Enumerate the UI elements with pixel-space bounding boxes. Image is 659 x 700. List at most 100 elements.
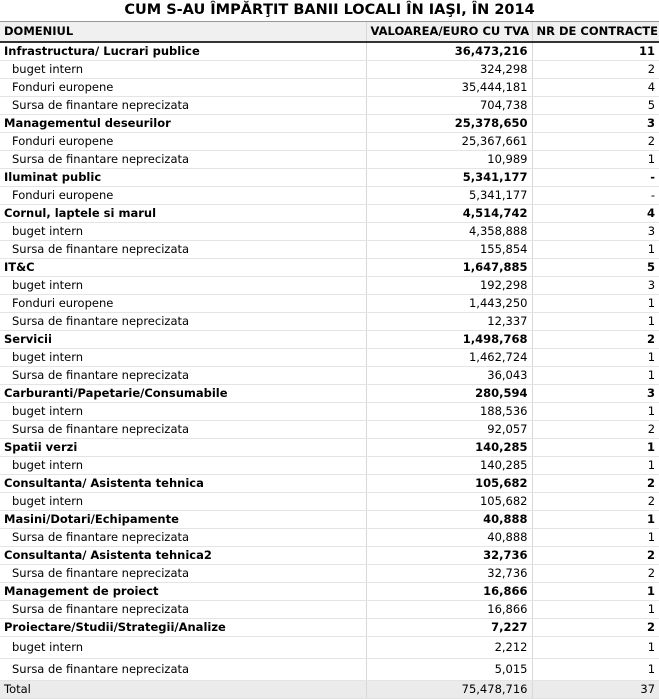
- source-contracts: 1: [531, 240, 659, 259]
- domain-value: 4,514,742: [365, 204, 532, 223]
- source-row: buget intern 4,358,888 3: [0, 222, 659, 241]
- source-contracts: 1: [531, 366, 659, 385]
- source-value: 5,015: [365, 658, 532, 681]
- group-row: Consultanta/ Asistenta tehnica2 32,736 2: [0, 546, 659, 565]
- source-row: Sursa de finantare neprecizata 40,888 1: [0, 528, 659, 547]
- source-name: Sursa de finantare neprecizata: [0, 600, 366, 619]
- source-row: Fonduri europene 25,367,661 2: [0, 132, 659, 151]
- source-row: Sursa de finantare neprecizata 12,337 1: [0, 312, 659, 331]
- domain-value: 16,866: [365, 582, 532, 601]
- group-row: Masini/Dotari/Echipamente 40,888 1: [0, 510, 659, 529]
- source-value: 188,536: [365, 402, 532, 421]
- source-value: 105,682: [365, 492, 532, 511]
- source-name: buget intern: [0, 222, 366, 241]
- domain-contracts: 3: [531, 384, 659, 403]
- domain-name: Consultanta/ Asistenta tehnica2: [0, 546, 366, 565]
- source-value: 5,341,177: [365, 186, 532, 205]
- domain-value: 1,647,885: [365, 258, 532, 277]
- group-row: Carburanti/Papetarie/Consumabile 280,594 3: [0, 384, 659, 403]
- domain-name: Spatii verzi: [0, 438, 366, 457]
- source-name: Fonduri europene: [0, 132, 366, 151]
- source-contracts: 1: [531, 528, 659, 547]
- source-name: Sursa de finantare neprecizata: [0, 150, 366, 169]
- source-row: buget intern 192,298 3: [0, 276, 659, 295]
- domain-contracts: 1: [531, 582, 659, 601]
- domain-contracts: 1: [531, 510, 659, 529]
- source-name: Sursa de finantare neprecizata: [0, 312, 366, 331]
- domain-contracts: 1: [531, 438, 659, 457]
- source-value: 324,298: [365, 60, 532, 79]
- domain-name: Managementul deseurilor: [0, 114, 366, 133]
- source-name: Sursa de finantare neprecizata: [0, 366, 366, 385]
- source-name: buget intern: [0, 456, 366, 475]
- group-row: Spatii verzi 140,285 1: [0, 438, 659, 457]
- total-value: 75,478,716: [365, 680, 532, 699]
- domain-value: 36,473,216: [365, 42, 532, 61]
- domain-contracts: 2: [531, 330, 659, 349]
- source-contracts: 2: [531, 132, 659, 151]
- domain-value: 280,594: [365, 384, 532, 403]
- source-value: 16,866: [365, 600, 532, 619]
- source-value: 32,736: [365, 564, 532, 583]
- group-row: Iluminat public 5,341,177-: [0, 168, 659, 187]
- source-name: Sursa de finantare neprecizata: [0, 240, 366, 259]
- domain-name: Consultanta/ Asistenta tehnica: [0, 474, 366, 493]
- group-row: Proiectare/Studii/Strategii/Analize 7,227…: [0, 618, 659, 637]
- domain-name: Infrastructura/ Lucrari publice: [0, 42, 366, 61]
- domain-value: 105,682: [365, 474, 532, 493]
- source-contracts: 2: [531, 492, 659, 511]
- source-value: 140,285: [365, 456, 532, 475]
- source-name: buget intern: [0, 276, 366, 295]
- source-name: Fonduri europene: [0, 78, 366, 97]
- source-value: 92,057: [365, 420, 532, 439]
- group-row: Consultanta/ Asistenta tehnica 105,682 2: [0, 474, 659, 493]
- source-name: buget intern: [0, 492, 366, 511]
- source-contracts: 2: [531, 420, 659, 439]
- domain-contracts: 5: [531, 258, 659, 277]
- source-name: Sursa de finantare neprecizata: [0, 528, 366, 547]
- source-row: Sursa de finantare neprecizata 10,989 1: [0, 150, 659, 169]
- domain-value: 32,736: [365, 546, 532, 565]
- domain-name: Cornul, laptele si marul: [0, 204, 366, 223]
- source-row: Sursa de finantare neprecizata 36,043 1: [0, 366, 659, 385]
- group-row: Managementul deseurilor 25,378,650 3: [0, 114, 659, 133]
- domain-name: IT&C: [0, 258, 366, 277]
- source-value: 2,212: [365, 636, 532, 659]
- source-value: 4,358,888: [365, 222, 532, 241]
- group-row: IT&C 1,647,885 5: [0, 258, 659, 277]
- source-value: 36,043: [365, 366, 532, 385]
- source-name: buget intern: [0, 402, 366, 421]
- source-contracts: 3: [531, 276, 659, 295]
- header-cell: NR DE CONTRACTE: [531, 21, 659, 43]
- source-row: buget intern 188,536 1: [0, 402, 659, 421]
- source-name: Sursa de finantare neprecizata: [0, 96, 366, 115]
- group-row: Cornul, laptele si marul 4,514,742 4: [0, 204, 659, 223]
- domain-name: Servicii: [0, 330, 366, 349]
- domain-name: Management de proiect: [0, 582, 366, 601]
- domain-value: 40,888: [365, 510, 532, 529]
- domain-contracts: 2: [531, 474, 659, 493]
- source-row: Fonduri europene 5,341,177-: [0, 186, 659, 205]
- source-value: 40,888: [365, 528, 532, 547]
- table-title: CUM S-AU ÎMPĂRŢIT BANII LOCALI ÎN IAŞI, …: [0, 0, 659, 22]
- total-row: Total 75,478,716 37: [0, 680, 659, 699]
- source-name: Fonduri europene: [0, 186, 366, 205]
- header-cell: DOMENIUL: [0, 21, 366, 43]
- total-label: Total: [0, 680, 366, 699]
- source-contracts: 2: [531, 564, 659, 583]
- source-contracts: 1: [531, 348, 659, 367]
- source-value: 704,738: [365, 96, 532, 115]
- source-row: buget intern 324,298 2: [0, 60, 659, 79]
- source-contracts: 1: [531, 150, 659, 169]
- source-name: Sursa de finantare neprecizata: [0, 564, 366, 583]
- source-row: buget intern 1,462,724 1: [0, 348, 659, 367]
- domain-contracts: 2: [531, 618, 659, 637]
- source-row: Sursa de finantare neprecizata 32,736 2: [0, 564, 659, 583]
- source-row: Sursa de finantare neprecizata 155,854 1: [0, 240, 659, 259]
- source-row: Sursa de finantare neprecizata 92,057 2: [0, 420, 659, 439]
- source-name: buget intern: [0, 348, 366, 367]
- source-row: Sursa de finantare neprecizata 5,015 1: [0, 658, 659, 681]
- source-value: 12,337: [365, 312, 532, 331]
